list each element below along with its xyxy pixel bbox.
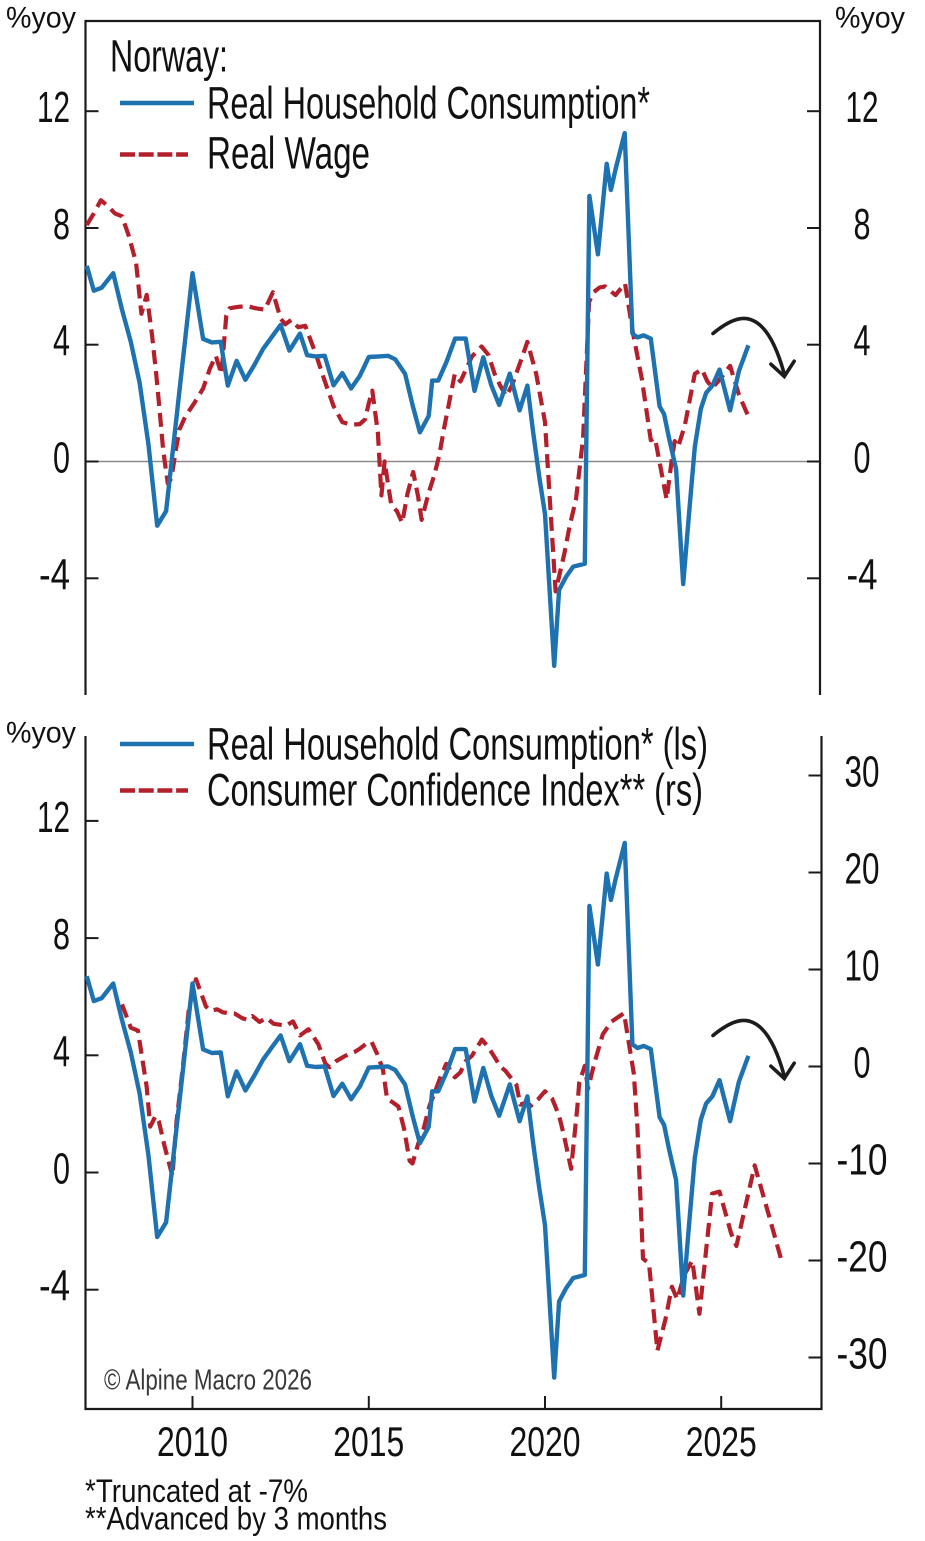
svg-text:Real Household Consumption* (l: Real Household Consumption* (ls) [207,719,708,770]
svg-text:12: 12 [37,83,70,132]
svg-text:8: 8 [854,200,871,249]
svg-text:4: 4 [854,317,871,366]
svg-text:20: 20 [845,845,880,894]
svg-text:-20: -20 [837,1233,888,1282]
svg-text:%yoy: %yoy [6,717,76,750]
svg-text:0: 0 [53,434,70,483]
svg-text:%yoy: %yoy [6,2,76,35]
svg-text:-10: -10 [837,1136,888,1185]
svg-text:© Alpine Macro 2026: © Alpine Macro 2026 [104,1365,312,1397]
svg-text:Consumer Confidence Index** (r: Consumer Confidence Index** (rs) [207,765,703,816]
svg-text:2020: 2020 [510,1418,581,1465]
svg-text:12: 12 [846,83,879,132]
svg-text:**Advanced by 3 months: **Advanced by 3 months [85,1501,387,1537]
svg-text:0: 0 [854,434,871,483]
svg-text:%yoy: %yoy [835,2,905,35]
svg-text:30: 30 [845,748,880,797]
svg-text:4: 4 [53,317,70,366]
svg-text:4: 4 [53,1027,70,1076]
svg-text:-4: -4 [847,550,878,599]
svg-text:Real Wage: Real Wage [207,128,370,179]
svg-text:-30: -30 [837,1330,888,1379]
svg-text:0: 0 [53,1145,70,1194]
svg-text:0: 0 [854,1039,871,1088]
svg-text:2025: 2025 [686,1418,757,1465]
svg-text:-4: -4 [39,550,70,599]
svg-text:Real Household Consumption*: Real Household Consumption* [207,78,650,129]
svg-text:8: 8 [53,200,70,249]
svg-text:10: 10 [845,942,880,991]
svg-text:2015: 2015 [333,1418,404,1465]
svg-text:12: 12 [37,793,70,842]
svg-text:*Truncated at -7%: *Truncated at -7% [85,1473,308,1509]
svg-text:8: 8 [53,910,70,959]
svg-text:2010: 2010 [157,1418,228,1465]
svg-text:Norway:: Norway: [110,31,228,82]
svg-text:-4: -4 [39,1262,70,1311]
